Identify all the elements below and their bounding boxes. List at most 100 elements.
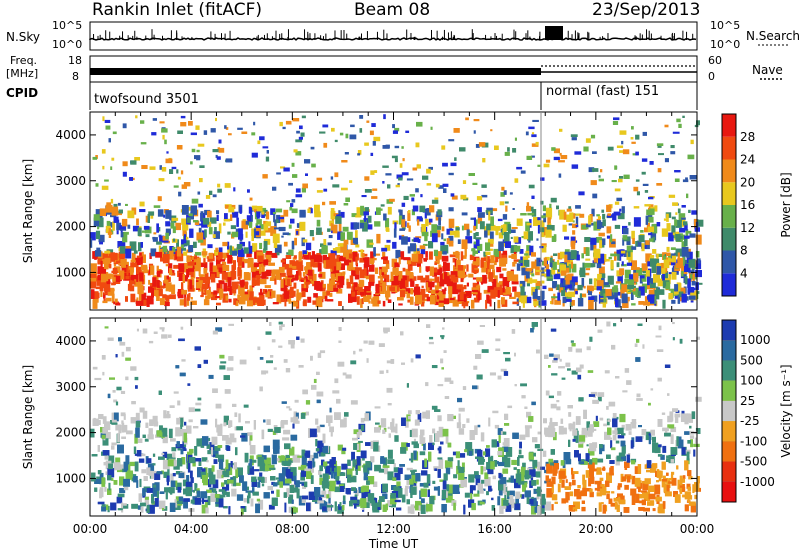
heatmap-cell	[586, 421, 590, 431]
heatmap-cell	[272, 233, 280, 244]
heatmap-cell	[342, 226, 349, 232]
heatmap-cell	[218, 247, 223, 253]
heatmap-cell	[197, 397, 202, 401]
heatmap-cell	[646, 222, 650, 229]
heatmap-cell	[381, 247, 388, 252]
heatmap-cell	[301, 277, 306, 280]
heatmap-cell	[112, 131, 117, 135]
heatmap-cell	[178, 496, 184, 504]
heatmap-cell	[316, 391, 324, 397]
heatmap-cell	[292, 277, 298, 281]
heatmap-cell	[602, 504, 606, 514]
heatmap-cell	[385, 218, 390, 228]
heatmap-cell	[423, 443, 426, 451]
heatmap-cell	[479, 325, 485, 327]
heatmap-cell	[528, 184, 535, 189]
heatmap-cell	[144, 438, 149, 442]
heatmap-cell	[611, 180, 617, 183]
heatmap-cell	[572, 223, 578, 229]
colorbar-tick-label: 16	[740, 198, 755, 212]
heatmap-cell	[610, 260, 614, 270]
heatmap-cell	[442, 265, 446, 272]
heatmap-cell	[159, 327, 165, 330]
heatmap-cell	[266, 276, 269, 280]
heatmap-cell	[102, 371, 105, 376]
heatmap-cell	[430, 278, 435, 281]
heatmap-cell	[289, 206, 293, 211]
heatmap-cell	[329, 253, 336, 262]
heatmap-cell	[105, 225, 111, 234]
heatmap-cell	[375, 292, 379, 295]
heatmap-cell	[450, 193, 455, 197]
heatmap-cell	[668, 481, 674, 484]
heatmap-cell	[551, 494, 558, 501]
heatmap-cell	[492, 269, 495, 278]
heatmap-cell	[290, 203, 294, 207]
heatmap-cell	[504, 423, 510, 426]
heatmap-cell	[623, 174, 630, 179]
heatmap-cell	[674, 414, 679, 423]
heatmap-cell	[259, 224, 264, 230]
heatmap-cell	[318, 470, 322, 475]
heatmap-cell	[146, 467, 151, 476]
heatmap-cell	[239, 265, 242, 268]
colorbar-tick-label: 8	[740, 244, 748, 258]
heatmap-cell	[188, 457, 196, 464]
heatmap-cell	[225, 158, 233, 163]
heatmap-cell	[248, 466, 254, 471]
heatmap-cell	[489, 224, 496, 231]
heatmap-cell	[218, 489, 226, 492]
heatmap-cell	[603, 293, 606, 303]
heatmap-cell	[593, 248, 601, 259]
heatmap-cell	[193, 259, 199, 263]
heatmap-cell	[251, 476, 257, 482]
heatmap-cell	[121, 351, 125, 357]
heatmap-cell	[358, 348, 363, 352]
heatmap-cell	[515, 496, 519, 504]
heatmap-cell	[532, 288, 535, 292]
heatmap-cell	[316, 219, 321, 227]
heatmap-cell	[475, 238, 480, 246]
heatmap-cell	[284, 502, 287, 513]
heatmap-cell	[194, 252, 202, 256]
heatmap-cell	[383, 256, 388, 264]
heatmap-cell	[401, 362, 405, 365]
heatmap-cell	[276, 294, 282, 304]
heatmap-cell	[406, 257, 412, 265]
heatmap-cell	[347, 256, 354, 264]
heatmap-cell	[199, 274, 206, 277]
heatmap-cell	[200, 295, 204, 298]
heatmap-cell	[672, 337, 675, 341]
heatmap-cell	[90, 232, 96, 241]
heatmap-cell	[270, 208, 276, 215]
heatmap-cell	[589, 278, 593, 285]
heatmap-cell	[641, 158, 648, 162]
nsky-burst	[545, 26, 563, 40]
heatmap-cell	[681, 217, 686, 220]
heatmap-cell	[459, 147, 466, 152]
heatmap-cell	[544, 501, 552, 511]
heatmap-cell	[439, 479, 445, 482]
heatmap-cell	[299, 209, 306, 218]
heatmap-cell	[151, 132, 157, 136]
heatmap-cell	[695, 428, 701, 434]
heatmap-cell	[531, 134, 537, 138]
heatmap-cell	[556, 284, 560, 290]
heatmap-cell	[543, 257, 547, 267]
heatmap-cell	[648, 294, 655, 304]
nave-label: Nave	[752, 63, 783, 77]
colorbar-title: Power [dB]	[779, 172, 793, 237]
heatmap-cell	[629, 274, 636, 283]
heatmap-cell	[122, 231, 129, 235]
heatmap-cell	[368, 264, 375, 272]
heatmap-cell	[436, 430, 444, 438]
heatmap-cell	[498, 461, 505, 467]
heatmap-cell	[611, 291, 618, 299]
heatmap-cell	[130, 293, 136, 303]
heatmap-cell	[438, 185, 444, 189]
heatmap-cell	[600, 273, 606, 278]
heatmap-cell	[304, 278, 311, 283]
heatmap-cell	[158, 390, 162, 395]
heatmap-cell	[159, 165, 162, 170]
heatmap-cell	[429, 435, 433, 443]
